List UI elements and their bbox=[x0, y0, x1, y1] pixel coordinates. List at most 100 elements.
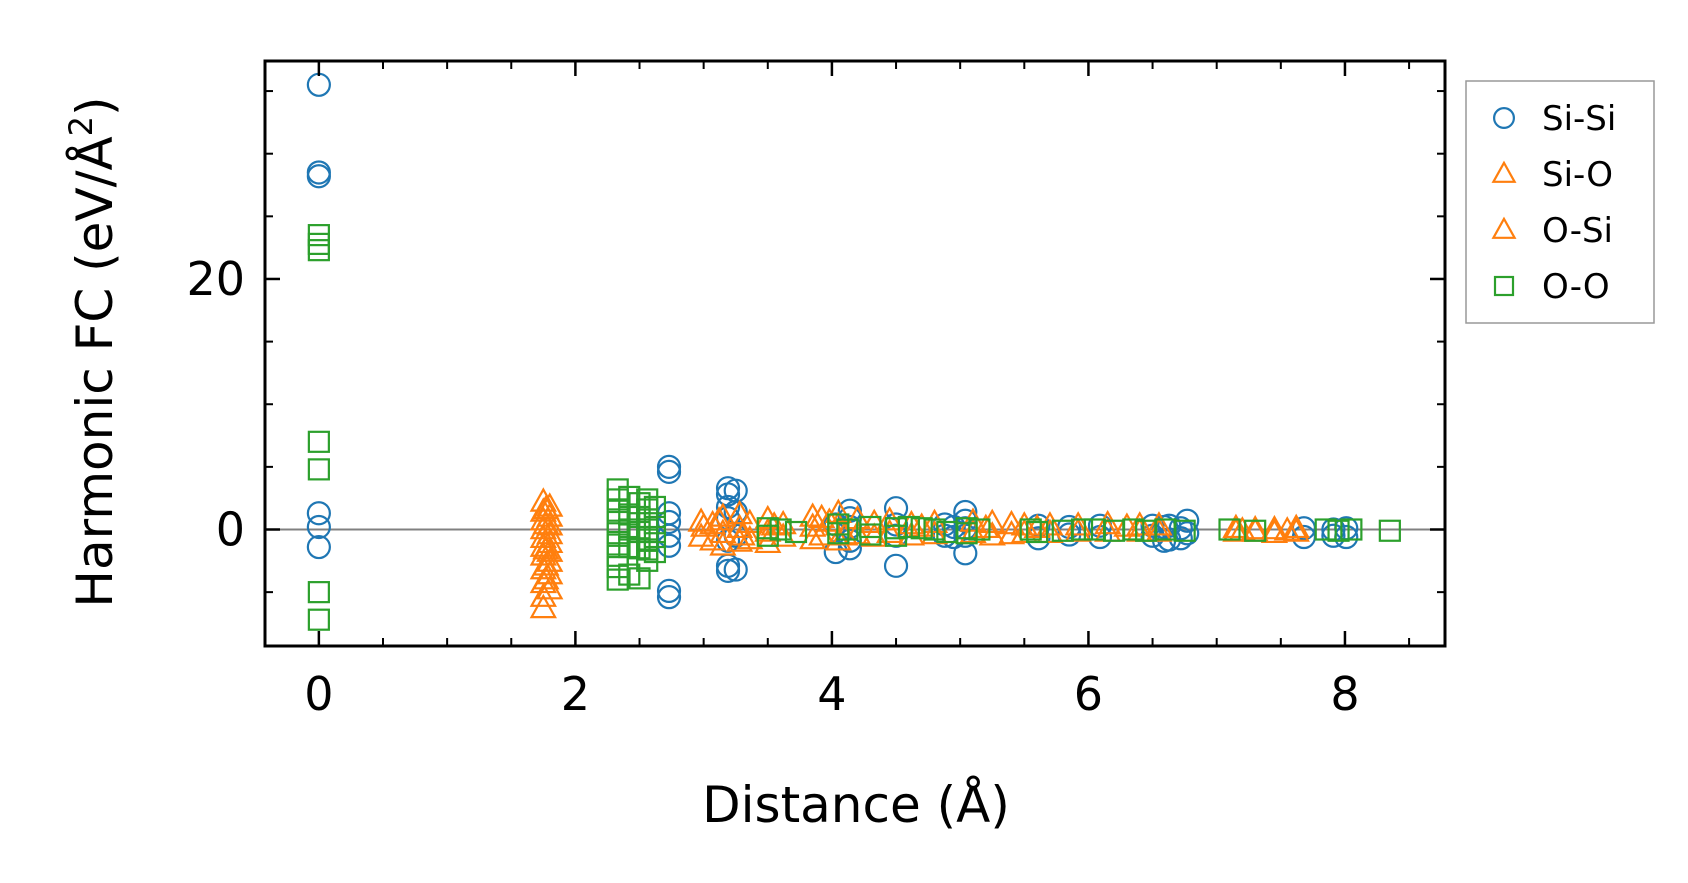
data-point bbox=[715, 494, 741, 520]
data-point bbox=[1282, 517, 1310, 542]
data-point bbox=[859, 523, 882, 546]
data-point bbox=[307, 581, 330, 604]
data-point bbox=[606, 533, 629, 556]
x-axis-label: Distance (Å) bbox=[702, 776, 1010, 834]
data-point bbox=[307, 224, 330, 247]
data-point bbox=[725, 499, 754, 525]
data-point bbox=[307, 458, 330, 481]
data-point bbox=[1321, 523, 1346, 548]
data-point bbox=[628, 492, 651, 515]
data-point bbox=[715, 558, 741, 583]
data-point bbox=[1241, 514, 1269, 540]
data-point bbox=[897, 515, 920, 539]
data-point bbox=[643, 512, 667, 535]
data-point bbox=[1228, 516, 1257, 541]
data-point bbox=[606, 488, 629, 511]
data-point bbox=[1260, 514, 1289, 540]
x-tick-label: 8 bbox=[1330, 667, 1359, 721]
data-point bbox=[910, 517, 933, 540]
data-point bbox=[532, 564, 560, 590]
data-point bbox=[725, 513, 754, 539]
data-point bbox=[1145, 511, 1173, 536]
series-o-si bbox=[532, 494, 1301, 590]
data-point bbox=[1070, 518, 1094, 541]
data-point bbox=[606, 499, 629, 522]
tick-labels-layer: 0 2 4 6 8 0 20 bbox=[186, 252, 1359, 721]
legend-marker-circle bbox=[1492, 106, 1515, 129]
data-point bbox=[606, 568, 629, 591]
data-point bbox=[656, 585, 682, 610]
data-point bbox=[1036, 511, 1064, 536]
data-point bbox=[1314, 518, 1337, 541]
data-point bbox=[1282, 513, 1310, 539]
data-point bbox=[532, 551, 560, 576]
x-tick-label: 0 bbox=[304, 667, 333, 721]
data-point bbox=[1126, 511, 1154, 536]
data-point bbox=[756, 524, 779, 547]
legend-marker-triangle bbox=[1491, 216, 1517, 239]
data-point bbox=[529, 593, 557, 619]
series-o-o bbox=[307, 224, 1401, 631]
data-point bbox=[1244, 519, 1267, 542]
data-point bbox=[875, 518, 904, 544]
data-point bbox=[728, 521, 756, 546]
data-point bbox=[1327, 519, 1350, 542]
data-point bbox=[656, 454, 682, 479]
data-point bbox=[884, 524, 908, 547]
data-point bbox=[959, 518, 987, 544]
data-point bbox=[1222, 517, 1250, 542]
data-point bbox=[836, 518, 859, 541]
x-tick-label: 6 bbox=[1074, 667, 1103, 721]
data-point bbox=[1122, 518, 1145, 541]
data-point bbox=[709, 518, 737, 544]
data-point bbox=[532, 494, 560, 520]
data-point bbox=[1168, 516, 1193, 541]
data-point bbox=[643, 495, 667, 519]
legend-label: O-O bbox=[1542, 267, 1610, 307]
legend-box bbox=[1465, 80, 1655, 324]
data-point bbox=[306, 501, 331, 526]
data-point bbox=[307, 232, 330, 255]
legend-marker-square bbox=[1493, 275, 1515, 297]
data-point bbox=[1145, 517, 1173, 542]
data-point bbox=[656, 578, 682, 603]
data-point bbox=[1026, 520, 1049, 544]
legend-label: O-Si bbox=[1542, 211, 1613, 251]
x-tick-label: 2 bbox=[561, 667, 590, 721]
data-point bbox=[1094, 509, 1122, 535]
data-point bbox=[709, 531, 737, 556]
data-point bbox=[1019, 518, 1042, 541]
data-points-layer bbox=[306, 72, 1401, 631]
data-point bbox=[529, 523, 557, 549]
legend-marker-triangle bbox=[1491, 160, 1517, 183]
data-point bbox=[1113, 512, 1141, 537]
data-point bbox=[536, 511, 564, 536]
data-point bbox=[307, 239, 330, 262]
data-point bbox=[656, 459, 682, 484]
data-point bbox=[636, 538, 659, 561]
data-point bbox=[306, 164, 331, 189]
data-point bbox=[705, 506, 733, 531]
data-point bbox=[920, 519, 949, 545]
data-point bbox=[306, 72, 331, 97]
data-point bbox=[968, 518, 991, 541]
data-point bbox=[643, 540, 667, 564]
data-point bbox=[698, 509, 727, 535]
data-point bbox=[529, 582, 557, 607]
data-point bbox=[760, 511, 788, 536]
data-point bbox=[643, 525, 667, 549]
y-tick-label: 20 bbox=[186, 252, 245, 306]
data-point bbox=[306, 514, 331, 540]
data-point bbox=[923, 518, 946, 541]
data-point bbox=[978, 508, 1006, 534]
data-point bbox=[536, 547, 564, 572]
data-point bbox=[636, 549, 659, 572]
data-point bbox=[784, 520, 808, 544]
data-point bbox=[606, 555, 629, 579]
data-point bbox=[307, 608, 330, 631]
data-point bbox=[953, 541, 978, 566]
data-point bbox=[1010, 511, 1038, 536]
data-point bbox=[628, 520, 651, 544]
data-point bbox=[536, 492, 564, 517]
